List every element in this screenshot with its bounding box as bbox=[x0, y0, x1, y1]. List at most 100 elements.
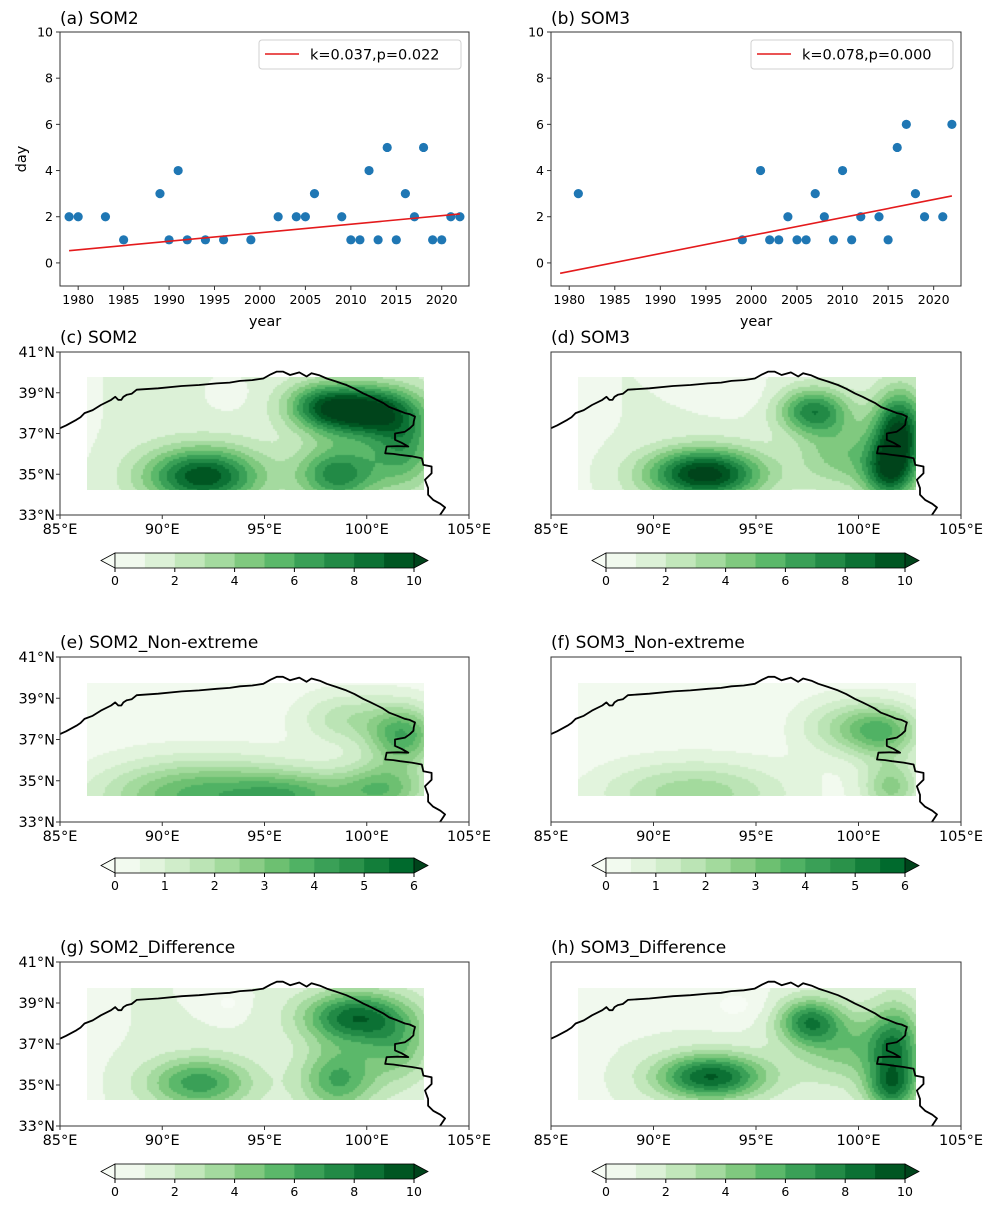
lon-tick-label: 95°E bbox=[739, 1133, 774, 1149]
colorbar-bin bbox=[174, 553, 206, 568]
lat-tick-label: 41°N bbox=[18, 650, 55, 666]
lon-tick-label: 100°E bbox=[836, 1133, 880, 1149]
colorbar-tick-label: 6 bbox=[901, 878, 909, 893]
lon-tick-label: 90°E bbox=[145, 1133, 180, 1149]
colorbar-tick-label: 6 bbox=[781, 573, 789, 588]
trend-line bbox=[559, 195, 953, 275]
lat-tick-label: 41°N bbox=[18, 345, 55, 361]
colorbar-bin bbox=[655, 858, 682, 873]
lon-tick-label: 100°E bbox=[345, 522, 389, 538]
colorbar-bin bbox=[139, 858, 166, 873]
lon-tick-label: 85°E bbox=[534, 1133, 569, 1149]
colorbar-bin bbox=[606, 1164, 637, 1179]
y-tick-label: 2 bbox=[536, 209, 544, 224]
lat-tick-label: 37°N bbox=[18, 1037, 55, 1053]
colorbar-bin bbox=[606, 553, 637, 568]
data-point bbox=[346, 235, 356, 245]
colorbar-frame bbox=[114, 552, 415, 569]
colorbar-bin bbox=[785, 553, 816, 568]
colorbar-tick-label: 6 bbox=[781, 1184, 789, 1199]
lon-tick-label: 100°E bbox=[836, 522, 880, 538]
map-frame bbox=[550, 961, 962, 1127]
panel-a-legend: k=0.037,p=0.022 bbox=[258, 39, 462, 70]
lon-tick-label: 105°E bbox=[447, 829, 491, 845]
y-tick-label: 6 bbox=[45, 117, 53, 132]
colorbar-tick-label: 8 bbox=[350, 1184, 358, 1199]
map-frame bbox=[550, 351, 962, 516]
colorbar-bin bbox=[204, 553, 236, 568]
region-border bbox=[550, 980, 938, 1127]
lat-tick-label: 37°N bbox=[18, 733, 55, 749]
data-point bbox=[801, 235, 811, 245]
colorbar-bin bbox=[314, 858, 340, 873]
panel-b-legend-box bbox=[750, 39, 954, 70]
data-point bbox=[373, 235, 383, 245]
colorbar-bin bbox=[264, 553, 295, 568]
panel-e-colorbar: 0 1 2 3 4 5 6 bbox=[100, 857, 429, 893]
colorbar-bin bbox=[289, 858, 315, 873]
data-point bbox=[828, 235, 839, 245]
lat-tick-label: 33°N bbox=[18, 1119, 55, 1135]
x-tick-label: 2005 bbox=[781, 292, 813, 307]
lon-tick-label: 85°E bbox=[43, 1133, 78, 1149]
lon-tick-label: 85°E bbox=[534, 829, 569, 845]
data-point bbox=[418, 142, 429, 153]
lat-tick-label: 39°N bbox=[18, 691, 55, 707]
lat-tick-label: 35°N bbox=[18, 774, 55, 790]
x-tick-label: 2010 bbox=[827, 292, 859, 307]
data-point bbox=[755, 165, 766, 176]
colorbar-bin bbox=[354, 1164, 385, 1179]
colorbar-frame bbox=[605, 1163, 906, 1180]
panel-e-map: (e) SOM2_Non-extreme 85°E 90°E 95°E 100°E 10… bbox=[18, 633, 491, 893]
lon-tick-label: 95°E bbox=[739, 522, 774, 538]
lat-tick-label: 33°N bbox=[18, 815, 55, 831]
colorbar-tick-label: 4 bbox=[722, 573, 730, 588]
data-point bbox=[219, 235, 229, 245]
colorbar-bin bbox=[384, 1164, 415, 1179]
panel-b-title: (b) SOM3 bbox=[551, 9, 630, 29]
colorbar-bin bbox=[730, 858, 756, 873]
colorbar-bin bbox=[725, 1164, 756, 1179]
colorbar-bin bbox=[635, 553, 667, 568]
colorbar-tick-label: 4 bbox=[722, 1184, 730, 1199]
lon-tick-label: 100°E bbox=[345, 829, 389, 845]
colorbar-bin bbox=[354, 553, 385, 568]
colorbar-tick-label: 2 bbox=[662, 573, 670, 588]
colorbar-tick-label: 10 bbox=[897, 573, 913, 588]
panel-g-title: (g) SOM2_Difference bbox=[60, 938, 235, 958]
trend-line bbox=[69, 213, 460, 252]
x-tick-label: 2010 bbox=[335, 292, 367, 307]
map-frame bbox=[59, 351, 470, 516]
panel-f-title: (f) SOM3_Non-extreme bbox=[551, 633, 745, 653]
colorbar-bin bbox=[234, 553, 265, 568]
colorbar-tick-label: 6 bbox=[290, 1184, 298, 1199]
data-point bbox=[173, 165, 183, 176]
region-border bbox=[550, 370, 938, 516]
panel-c-map: (c) SOM2 85°E 90°E 95°E 100°E 105°E 33°N 35°N 3… bbox=[18, 328, 491, 588]
lon-tick-label: 85°E bbox=[43, 829, 78, 845]
data-point bbox=[364, 165, 374, 176]
panel-h-map: (h) SOM3_Difference 85°E 90°E 95°E 100°E 105… bbox=[534, 938, 983, 1199]
data-point bbox=[892, 142, 902, 153]
panel-d-map: (d) SOM3 85°E 90°E 95°E 100°E 105°E 0 2 4 6 8 10 bbox=[534, 328, 983, 588]
y-tick-label: 6 bbox=[536, 117, 544, 132]
data-point bbox=[919, 212, 930, 222]
x-tick-label: 2015 bbox=[380, 292, 412, 307]
colorbar-tick-label: 6 bbox=[410, 878, 418, 893]
colorbar-bin bbox=[115, 858, 141, 873]
colorbar-bin bbox=[384, 553, 415, 568]
colorbar-tick-label: 5 bbox=[851, 878, 859, 893]
x-tick-label: 2000 bbox=[244, 292, 276, 307]
lon-tick-label: 105°E bbox=[447, 1133, 491, 1149]
x-tick-label: 1995 bbox=[690, 292, 722, 307]
panel-a-scatter: (a) SOM2 1980 1985 1990 1995 2000 2005 2010 201… bbox=[14, 9, 470, 330]
data-point bbox=[573, 189, 583, 199]
panel-g-map: (g) SOM2_Difference 85°E 90°E 95°E 100°E 105… bbox=[18, 938, 491, 1199]
colorbar-bin bbox=[755, 553, 786, 568]
colorbar-bin bbox=[264, 1164, 295, 1179]
colorbar-bin bbox=[144, 553, 176, 568]
lon-tick-label: 90°E bbox=[636, 522, 671, 538]
lat-tick-label: 33°N bbox=[18, 508, 55, 524]
